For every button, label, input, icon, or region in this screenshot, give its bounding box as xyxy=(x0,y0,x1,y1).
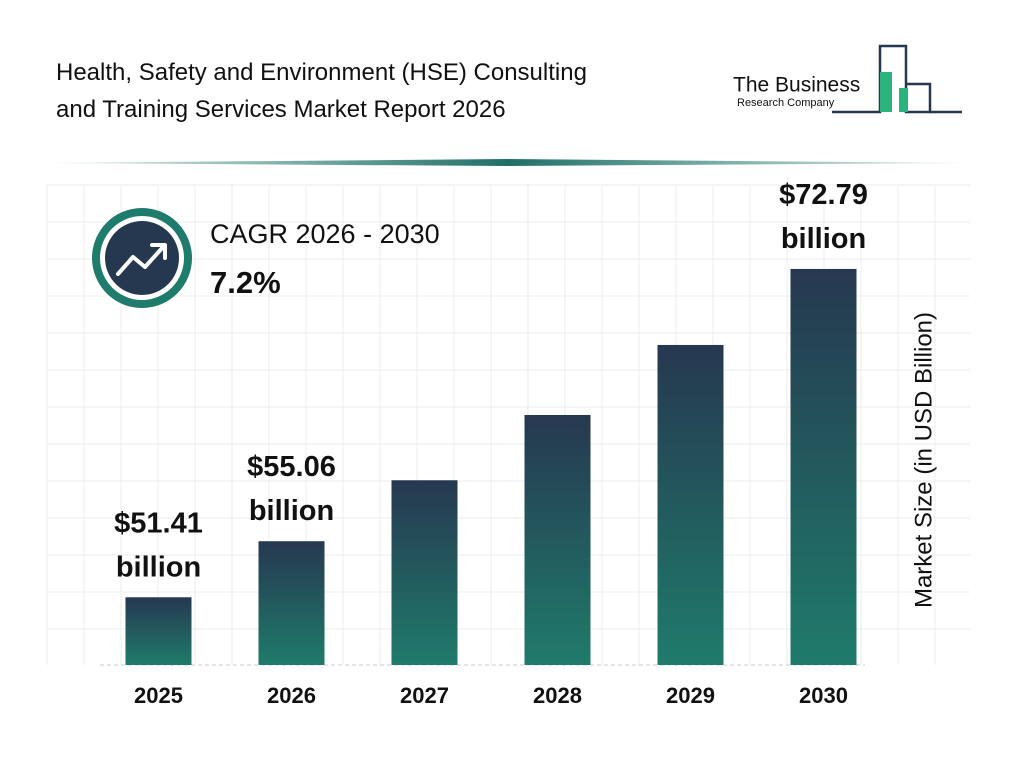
cagr-label: CAGR 2026 - 2030 xyxy=(210,219,440,249)
chart-title: Health, Safety and Environment (HSE) Con… xyxy=(56,59,587,86)
logo-text: Research Company xyxy=(737,97,835,109)
cagr-badge xyxy=(92,208,192,308)
data-label: $72.79 billion xyxy=(779,179,868,255)
x-tick-label: 2029 xyxy=(666,683,715,708)
bar xyxy=(258,541,325,665)
bar xyxy=(524,414,591,665)
x-tick-label: 2030 xyxy=(799,683,848,708)
x-tick-label: 2025 xyxy=(134,683,183,708)
y-axis-label: Market Size (in USD Billion) xyxy=(910,312,937,608)
data-label: $55.06 billion xyxy=(247,451,336,527)
logo: The Business Research Company xyxy=(733,44,962,114)
data-label: $51.41 billion xyxy=(114,507,203,583)
cagr-value: 7.2% xyxy=(210,265,281,300)
x-tick-label: 2026 xyxy=(267,683,316,708)
bar xyxy=(657,344,724,665)
bar xyxy=(125,597,192,665)
bar xyxy=(790,268,857,665)
header-rule xyxy=(45,159,970,166)
logo-text: The Business xyxy=(733,74,860,97)
x-tick-label: 2028 xyxy=(533,683,582,708)
x-tick-label: 2027 xyxy=(400,683,449,708)
chart-title: and Training Services Market Report 2026 xyxy=(56,96,506,123)
bar xyxy=(391,480,458,665)
